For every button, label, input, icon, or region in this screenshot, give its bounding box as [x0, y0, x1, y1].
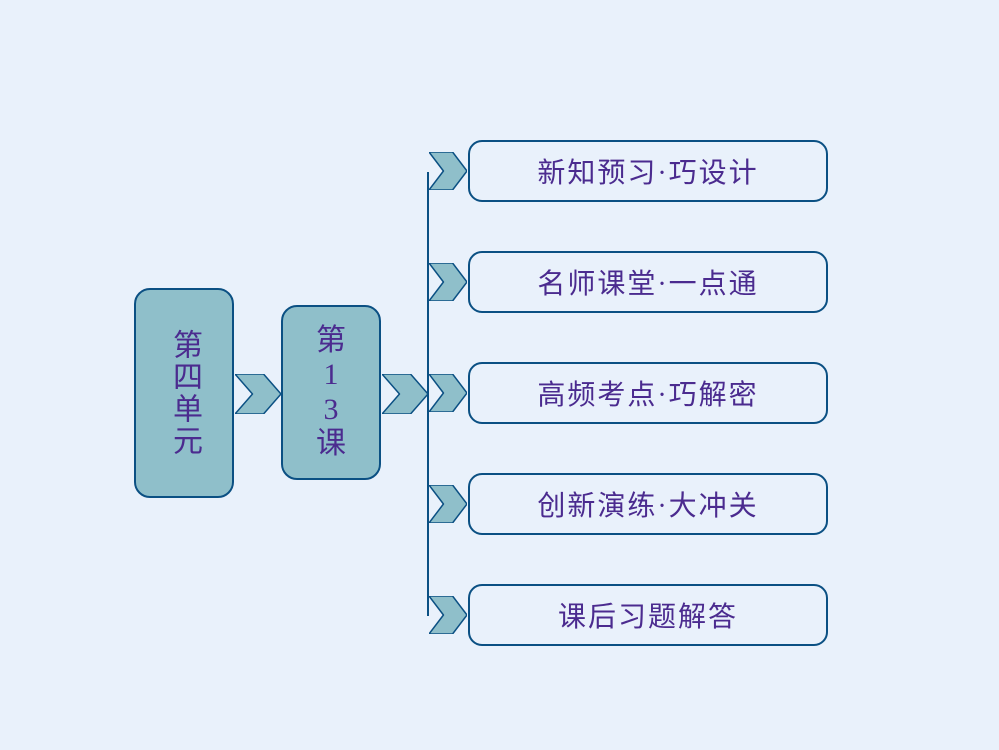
item-arrow-1 — [429, 263, 467, 301]
item-node-4: 课后习题解答 — [468, 584, 828, 646]
lesson-node: 第13课 — [281, 305, 381, 480]
item-node-2: 高频考点·巧解密 — [468, 362, 828, 424]
item-label-4: 课后习题解答 — [558, 595, 738, 635]
item-label-3: 创新演练·大冲关 — [537, 484, 758, 524]
lesson-label: 第13课 — [316, 324, 346, 462]
item-arrow-0 — [429, 152, 467, 190]
unit-label: 第四单元 — [162, 329, 206, 457]
item-label-0: 新知预习·巧设计 — [537, 151, 758, 191]
item-label-2: 高频考点·巧解密 — [537, 373, 758, 413]
arrow-lesson-to-tree — [382, 374, 428, 414]
item-label-1: 名师课堂·一点通 — [537, 262, 758, 302]
arrow-unit-to-lesson — [235, 374, 281, 414]
item-arrow-4 — [429, 596, 467, 634]
item-node-1: 名师课堂·一点通 — [468, 251, 828, 313]
item-arrow-3 — [429, 485, 467, 523]
item-arrow-2 — [429, 374, 467, 412]
diagram-canvas: 第四单元 第13课 新知预习·巧设计 名师课堂·一点通 高频考点·巧解密 创新演… — [0, 0, 999, 750]
unit-node: 第四单元 — [134, 288, 234, 498]
item-node-0: 新知预习·巧设计 — [468, 140, 828, 202]
item-node-3: 创新演练·大冲关 — [468, 473, 828, 535]
